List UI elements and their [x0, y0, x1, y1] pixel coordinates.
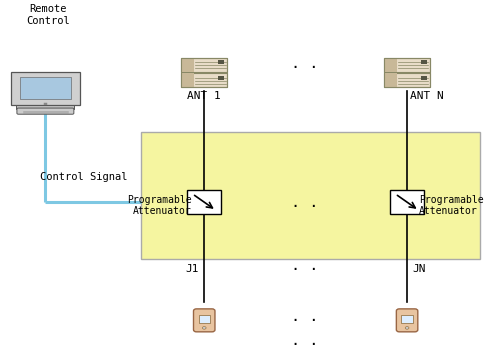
Text: ANT 1: ANT 1	[188, 91, 221, 101]
FancyBboxPatch shape	[194, 309, 215, 332]
Bar	[218, 76, 224, 80]
FancyBboxPatch shape	[187, 190, 222, 214]
Text: Programable
Attenuator: Programable Attenuator	[420, 195, 484, 216]
FancyBboxPatch shape	[17, 108, 74, 114]
FancyBboxPatch shape	[182, 58, 194, 72]
FancyBboxPatch shape	[11, 72, 80, 105]
Text: . .: . .	[290, 195, 318, 210]
Text: Control Signal: Control Signal	[40, 172, 128, 182]
FancyBboxPatch shape	[396, 309, 418, 332]
Text: ANT N: ANT N	[410, 91, 444, 101]
Bar	[421, 60, 427, 64]
FancyBboxPatch shape	[384, 73, 397, 87]
Text: . .: . .	[290, 309, 318, 324]
FancyBboxPatch shape	[140, 132, 480, 259]
Bar	[421, 76, 427, 80]
Text: J1: J1	[186, 264, 200, 274]
FancyBboxPatch shape	[402, 315, 412, 323]
FancyBboxPatch shape	[390, 190, 424, 214]
FancyBboxPatch shape	[182, 73, 194, 87]
Text: . .: . .	[290, 258, 318, 273]
FancyBboxPatch shape	[182, 58, 227, 72]
FancyBboxPatch shape	[384, 58, 397, 72]
FancyBboxPatch shape	[198, 315, 210, 323]
Text: . .: . .	[290, 334, 318, 349]
Circle shape	[202, 326, 206, 329]
Circle shape	[405, 326, 409, 329]
FancyBboxPatch shape	[16, 105, 74, 109]
Text: Remote
Control: Remote Control	[26, 4, 70, 26]
FancyBboxPatch shape	[384, 73, 430, 87]
FancyBboxPatch shape	[20, 77, 71, 99]
FancyBboxPatch shape	[384, 58, 430, 72]
Text: Programable
Attenuator: Programable Attenuator	[128, 195, 192, 216]
Text: . .: . .	[290, 56, 318, 71]
FancyBboxPatch shape	[182, 73, 227, 87]
Text: JN: JN	[412, 264, 426, 274]
Bar	[218, 60, 224, 64]
